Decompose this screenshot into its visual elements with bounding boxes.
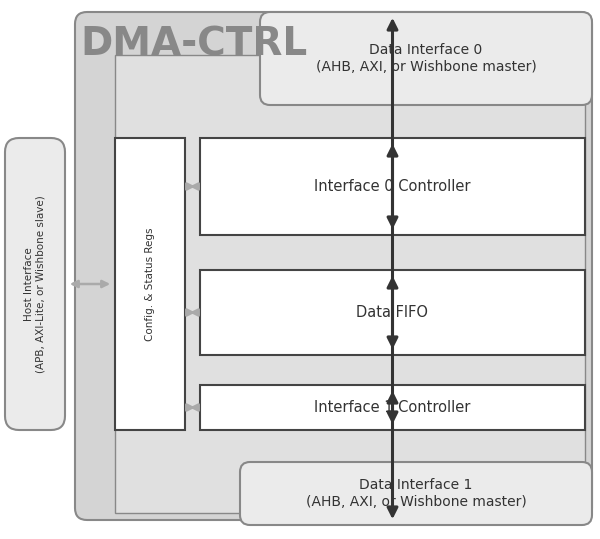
Bar [200, 138, 585, 235]
FancyBboxPatch shape [240, 462, 592, 525]
Text: Data FIFO: Data FIFO [356, 305, 428, 320]
Bar [200, 270, 585, 355]
Text: Data Interface 1
(AHB, AXI, or Wishbone master): Data Interface 1 (AHB, AXI, or Wishbone … [305, 479, 526, 509]
Bar [200, 385, 585, 430]
Bar [115, 55, 585, 513]
FancyBboxPatch shape [260, 12, 592, 105]
Text: Interface 0 Controller: Interface 0 Controller [314, 179, 471, 194]
Text: Interface 1 Controller: Interface 1 Controller [314, 400, 470, 415]
Bar [115, 138, 185, 430]
Text: Data Interface 0
(AHB, AXI, or Wishbone master): Data Interface 0 (AHB, AXI, or Wishbone … [316, 44, 536, 74]
Text: Host Interface
(APB, AXI-Lite, or Wishbone slave): Host Interface (APB, AXI-Lite, or Wishbo… [24, 195, 46, 373]
Text: Config. & Status Regs: Config. & Status Regs [145, 227, 155, 341]
FancyBboxPatch shape [75, 12, 592, 520]
FancyBboxPatch shape [5, 138, 65, 430]
Text: DMA-CTRL: DMA-CTRL [80, 25, 307, 63]
